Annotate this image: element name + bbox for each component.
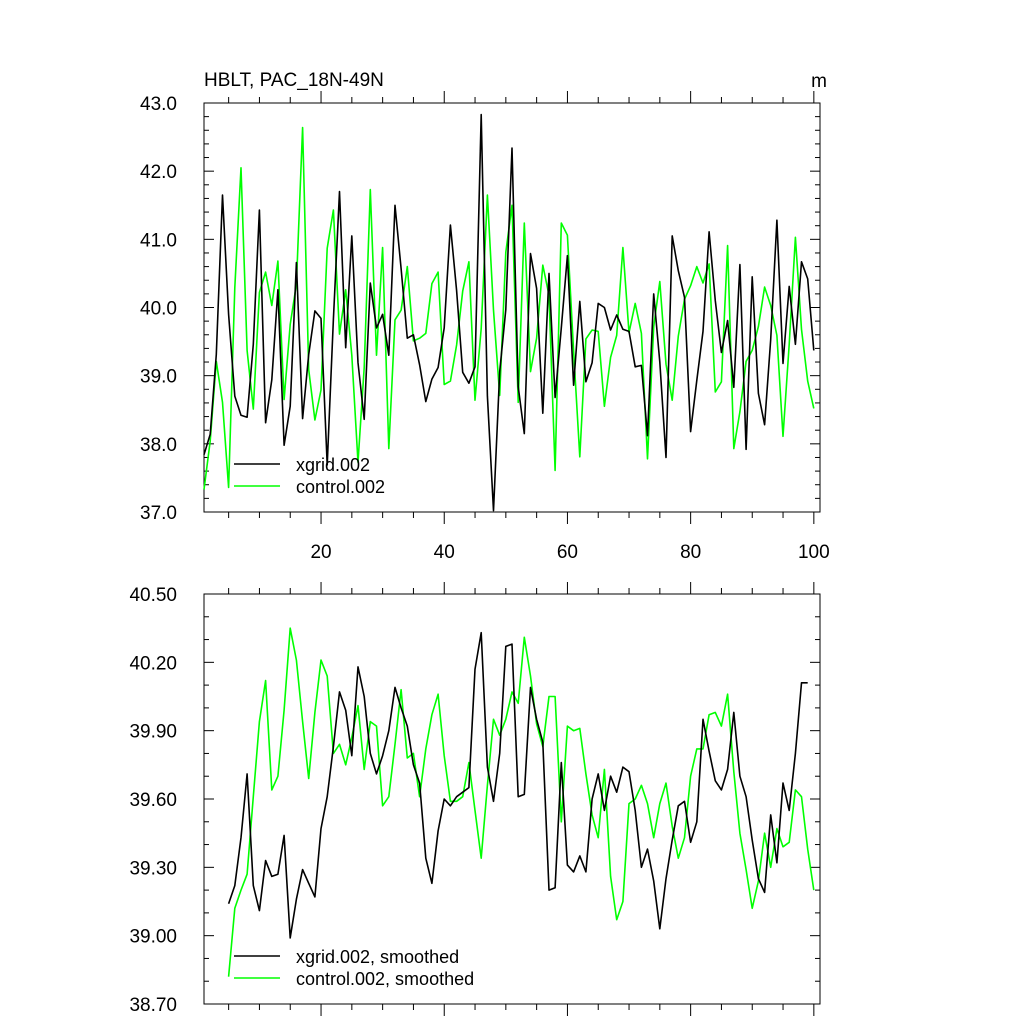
y-tick-label: 39.90 bbox=[129, 722, 177, 743]
y-tick-label: 40.0 bbox=[140, 299, 177, 320]
y-tick-label: 38.70 bbox=[129, 995, 177, 1016]
legend-label: xgrid.002, smoothed bbox=[296, 947, 459, 967]
y-tick-label: 43.0 bbox=[140, 94, 177, 115]
legend-label: control.002 bbox=[296, 477, 385, 497]
x-tick-label: 100 bbox=[798, 542, 830, 563]
y-tick-label: 40.20 bbox=[129, 653, 177, 674]
legend-label: control.002, smoothed bbox=[296, 969, 474, 989]
series-line-0 bbox=[203, 113, 815, 512]
series-line-1 bbox=[203, 126, 815, 490]
y-tick-label: 39.30 bbox=[129, 858, 177, 879]
x-tick-label: 40 bbox=[434, 542, 455, 563]
y-tick-label: 39.0 bbox=[140, 367, 177, 388]
y-tick-label: 37.0 bbox=[140, 503, 177, 524]
y-tick-label: 40.50 bbox=[129, 585, 177, 606]
series-line-0 bbox=[227, 631, 808, 939]
x-tick-label: 20 bbox=[310, 542, 331, 563]
units-label: m bbox=[811, 71, 827, 92]
legend-label: xgrid.002 bbox=[296, 455, 370, 475]
panel-top: HBLT, PAC_18N-49N m 37.0 38.0 39.0 40.0 41.0… bbox=[140, 70, 830, 563]
x-tick-label: 80 bbox=[680, 542, 701, 563]
x-tick-label: 60 bbox=[557, 542, 578, 563]
series-line-1 bbox=[227, 627, 815, 977]
chart-title: HBLT, PAC_18N-49N bbox=[204, 70, 384, 91]
y-tick-label: 41.0 bbox=[140, 230, 177, 251]
y-tick-label: 42.0 bbox=[140, 162, 177, 183]
panel-bottom: 38.70 39.00 39.30 39.60 39.90 40.20 40.50 xgrid… bbox=[129, 582, 821, 1016]
y-tick-label: 38.0 bbox=[140, 435, 177, 456]
y-tick-label: 39.00 bbox=[129, 927, 177, 948]
y-tick-label: 39.60 bbox=[129, 790, 177, 811]
